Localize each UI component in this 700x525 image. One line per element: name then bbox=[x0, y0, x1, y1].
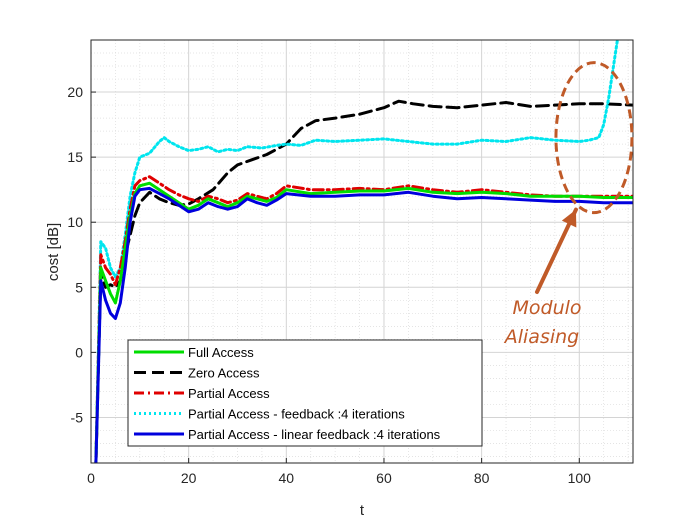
series-line-5 bbox=[94, 186, 633, 463]
x-tick-label: 40 bbox=[279, 470, 295, 486]
x-tick-label: 20 bbox=[181, 470, 197, 486]
y-tick-label: 0 bbox=[75, 344, 83, 360]
x-tick-label: 60 bbox=[376, 470, 392, 486]
annotation-line-2: Aliasing bbox=[503, 326, 579, 348]
x-axis-label: t bbox=[360, 502, 365, 519]
legend: Full Access Zero Access Partial Access Part… bbox=[127, 339, 483, 447]
y-axis-label: cost [dB] bbox=[45, 223, 62, 281]
modulo-aliasing-annotation: Modulo Aliasing bbox=[503, 61, 634, 348]
annotation-line-1: Modulo bbox=[512, 297, 581, 319]
plot-area: 0 20 40 60 80 100 -5 0 5 10 15 20 bbox=[67, 39, 634, 486]
axes: 0 20 40 60 80 100 -5 0 5 10 15 20 bbox=[67, 39, 634, 486]
annotation-ellipse bbox=[554, 61, 634, 215]
legend-box bbox=[127, 339, 483, 447]
y-tick-label: 20 bbox=[67, 84, 83, 100]
legend-label-3: Partial Access bbox=[188, 386, 270, 401]
y-tick-label: 10 bbox=[67, 214, 83, 230]
series-group bbox=[94, 40, 633, 463]
series-line-1 bbox=[94, 181, 633, 463]
legend-label-1: Full Access bbox=[188, 345, 254, 360]
y-tick-label: 15 bbox=[67, 149, 83, 165]
y-tick-label: 5 bbox=[75, 279, 83, 295]
annotation-arrowhead bbox=[561, 209, 577, 228]
axes-frame bbox=[90, 39, 634, 464]
x-tick-label: 80 bbox=[474, 470, 490, 486]
y-tick-label: -5 bbox=[71, 409, 84, 425]
legend-label-2: Zero Access bbox=[188, 366, 260, 381]
x-tick-label: 100 bbox=[568, 470, 592, 486]
x-tick-label: 0 bbox=[87, 470, 95, 486]
series-line-4 bbox=[94, 40, 619, 463]
legend-label-4: Partial Access - feedback :4 iterations bbox=[188, 407, 405, 422]
legend-label-5: Partial Access - linear feedback :4 iter… bbox=[188, 427, 441, 442]
